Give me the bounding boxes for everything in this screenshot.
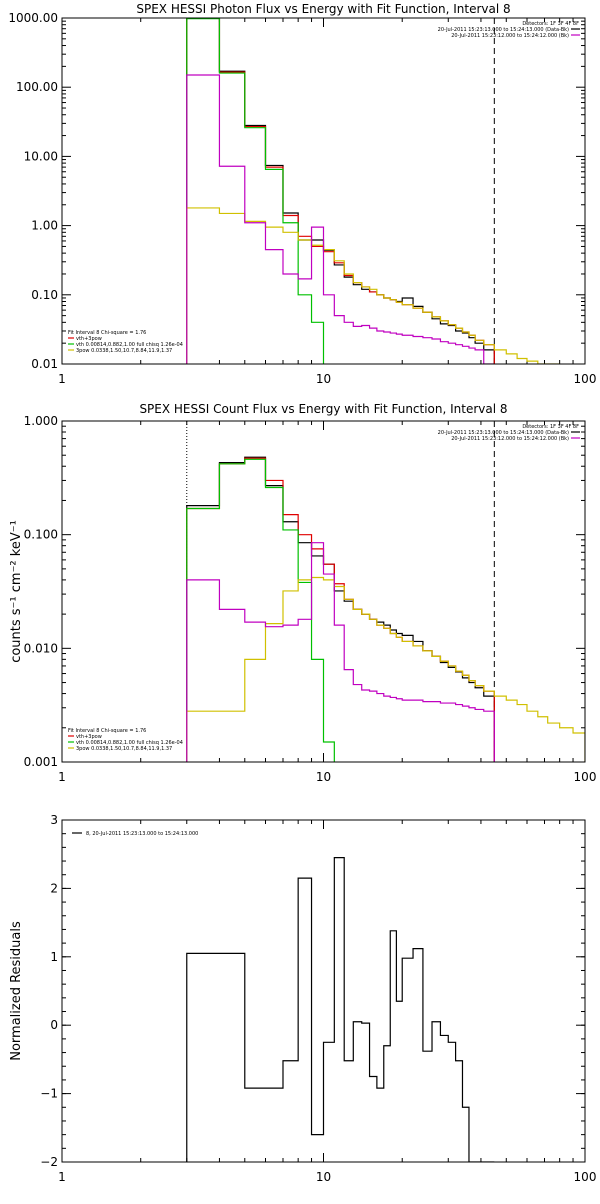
series-histogram-4 bbox=[186, 207, 560, 364]
chart-title: SPEX HESSI Count Flux vs Energy with Fit… bbox=[139, 402, 507, 416]
chart-panel-3: Normalized Residuals 1 10 100 −2 −1 0 1 2 3 8, 20-… bbox=[9, 813, 596, 1184]
legend-entry: 8, 20-Jul-2011 15:23:13.000 to 15:24:13.… bbox=[86, 831, 198, 837]
y-tick-label: −2 bbox=[40, 1155, 58, 1169]
y-tick-label: 1.000 bbox=[24, 414, 58, 428]
y-tick-label: 0.100 bbox=[24, 528, 58, 542]
plot-frame bbox=[61, 420, 586, 763]
plot-frame bbox=[61, 17, 586, 365]
chart-title: SPEX HESSI Photon Flux vs Energy with Fi… bbox=[136, 2, 510, 16]
legend-entry: 3pow 0.0338,1.50,10.7,8.84,11.9,1.37 bbox=[76, 746, 172, 752]
detector-header-text: 20-Jul-2011 15:23:13.000 to 15:24:13.000… bbox=[438, 430, 569, 436]
y-tick-label: 2 bbox=[50, 881, 58, 895]
y-tick-label: 0 bbox=[50, 1018, 58, 1032]
detector-header-text: 20-Jul-2011 15:23:12.000 to 15:24:12.000… bbox=[451, 33, 569, 39]
series-histogram-1 bbox=[186, 857, 495, 1162]
detector-header-text: Detectors: 1F 3F 4F 8F bbox=[522, 424, 579, 430]
y-tick-label: 0.01 bbox=[31, 357, 58, 371]
y-tick-label: 1 bbox=[50, 950, 58, 964]
y-tick-label: −1 bbox=[40, 1087, 58, 1101]
x-tick-label: 1 bbox=[58, 1170, 66, 1184]
y-axis-label: Normalized Residuals bbox=[9, 921, 24, 1061]
y-tick-label: 3 bbox=[50, 813, 58, 827]
x-tick-label: 10 bbox=[316, 1170, 331, 1184]
legend-entry: vth 0.00814,0.882,1.00 full chisq 1.26e-… bbox=[76, 342, 183, 348]
legend-entry: Fit Interval 8 Chi-square = 1.76 bbox=[68, 330, 146, 336]
y-tick-label: 100.00 bbox=[16, 80, 58, 94]
detector-header-text: 20-Jul-2011 15:23:13.000 to 15:24:13.000… bbox=[438, 27, 569, 33]
legend-entry: Fit Interval 8 Chi-square = 1.76 bbox=[68, 728, 146, 734]
legend-entry: vth 0.00814,0.882,1.00 full chisq 1.26e-… bbox=[76, 740, 183, 746]
y-axis-label: counts s⁻¹ cm⁻² keV⁻¹ bbox=[9, 520, 24, 663]
x-tick-label: 10 bbox=[316, 372, 331, 386]
chart-panel-1: SPEX HESSI Photon Flux vs Energy with Fi… bbox=[8, 2, 596, 386]
x-tick-label: 100 bbox=[574, 770, 597, 784]
detector-header-text: 20-Jul-2011 15:23:12.000 to 15:24:12.000… bbox=[451, 436, 569, 442]
y-tick-label: 0.10 bbox=[31, 288, 58, 302]
x-tick-label: 10 bbox=[316, 770, 331, 784]
series-histogram-5 bbox=[186, 542, 495, 762]
y-tick-label: 1000.00 bbox=[8, 11, 58, 25]
legend-entry: 3pow 0.0338,1.50,10.7,8.84,11.9,1.37 bbox=[76, 348, 172, 354]
chart-panel-2: SPEX HESSI Count Flux vs Energy with Fit… bbox=[9, 402, 596, 784]
detector-header-text: Detectors: 1F 3F 4F 8F bbox=[522, 21, 579, 27]
y-tick-label: 0.001 bbox=[24, 755, 58, 769]
x-tick-label: 100 bbox=[574, 1170, 597, 1184]
legend-entry: vth+3pow bbox=[76, 734, 102, 740]
legend-entry: vth+3pow bbox=[76, 336, 102, 342]
x-tick-label: 100 bbox=[574, 372, 597, 386]
series-histogram-3 bbox=[186, 458, 335, 762]
series-histogram-3 bbox=[186, 18, 325, 364]
series-histogram-1 bbox=[186, 456, 495, 762]
y-tick-label: 10.00 bbox=[24, 149, 58, 163]
series-histogram-5 bbox=[186, 74, 495, 364]
y-tick-label: 0.010 bbox=[24, 641, 58, 655]
y-tick-label: 1.00 bbox=[31, 219, 58, 233]
x-tick-label: 1 bbox=[58, 770, 66, 784]
plot-frame bbox=[61, 819, 586, 1163]
x-tick-label: 1 bbox=[58, 372, 66, 386]
